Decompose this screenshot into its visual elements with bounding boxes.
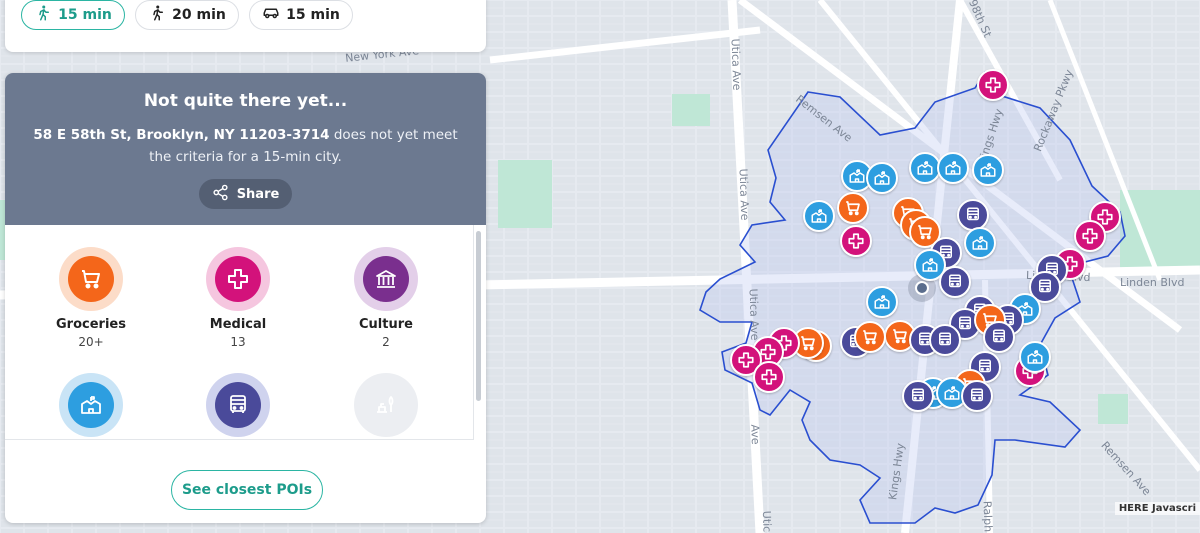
transit-poi-marker[interactable]	[939, 266, 971, 298]
street-label: Utica Ave	[728, 38, 744, 91]
transit-poi-marker[interactable]	[929, 324, 961, 356]
park-area	[498, 160, 552, 228]
category-icon-ring	[59, 247, 123, 311]
category-count: 13	[230, 335, 246, 349]
result-header: Not quite there yet... 58 E 58th St, Bro…	[5, 73, 486, 225]
share-label: Share	[236, 186, 280, 202]
isoline-area	[699, 71, 1126, 524]
category-count: 2	[382, 335, 390, 349]
street-label: Utica Ave	[736, 168, 752, 221]
transit-poi-marker[interactable]	[961, 380, 993, 412]
mode-walk-15-button[interactable]: 15 min	[21, 0, 125, 30]
see-closest-pois-button[interactable]: See closest POIs	[171, 470, 323, 510]
category-grid: Groceries 20+ Medical 13 Culture 2	[5, 225, 474, 440]
leisure-icon	[363, 382, 409, 428]
category-label: Culture	[359, 317, 413, 332]
share-icon	[212, 184, 229, 205]
car-icon	[262, 4, 280, 26]
location-marker[interactable]	[915, 281, 929, 295]
mode-label: 15 min	[286, 7, 340, 23]
education-poi-marker[interactable]	[937, 152, 969, 184]
cart-icon	[68, 256, 114, 302]
medical-poi-marker[interactable]	[840, 225, 872, 257]
grocery-poi-marker[interactable]	[854, 321, 886, 353]
medical-poi-marker[interactable]	[753, 361, 785, 393]
map-attribution: HERE Javascri	[1114, 502, 1200, 515]
category-icon-ring	[59, 373, 123, 437]
result-panel: Not quite there yet... 58 E 58th St, Bro…	[5, 73, 486, 523]
medical-cross-icon	[215, 256, 261, 302]
street-label: Ave	[748, 424, 762, 445]
category-label: Groceries	[56, 317, 126, 332]
result-title: Not quite there yet...	[143, 91, 348, 111]
category-leisure[interactable]	[326, 373, 446, 439]
grocery-poi-marker[interactable]	[837, 192, 869, 224]
category-icon-ring	[354, 373, 418, 437]
mode-label: 15 min	[58, 7, 112, 23]
transit-poi-marker[interactable]	[957, 199, 989, 231]
street-label: Utic	[759, 510, 774, 533]
category-groceries[interactable]: Groceries 20+	[31, 247, 151, 349]
mode-walk-20-button[interactable]: 20 min	[135, 0, 239, 30]
address-text: 58 E 58th St, Brooklyn, NY 11203-3714	[33, 127, 330, 143]
category-education[interactable]	[31, 373, 151, 439]
education-poi-marker[interactable]	[1019, 341, 1051, 373]
result-message-text: does not yet meet the criteria for a 15-…	[149, 127, 458, 165]
education-poi-marker[interactable]	[866, 286, 898, 318]
category-culture[interactable]: Culture 2	[326, 247, 446, 349]
transit-poi-marker[interactable]	[983, 321, 1015, 353]
category-transit[interactable]	[178, 373, 298, 439]
education-poi-marker[interactable]	[964, 227, 996, 259]
category-icon-ring	[354, 247, 418, 311]
education-poi-marker[interactable]	[803, 200, 835, 232]
street-label: Utica Ave	[746, 288, 762, 341]
mode-label: 20 min	[172, 7, 226, 23]
category-icon-ring	[206, 373, 270, 437]
share-button[interactable]: Share	[199, 179, 292, 209]
category-scrollbar-thumb[interactable]	[476, 231, 481, 401]
category-icon-ring	[206, 247, 270, 311]
park-area	[1120, 190, 1200, 270]
school-icon	[68, 382, 114, 428]
park-area	[672, 94, 710, 126]
medical-poi-marker[interactable]	[1074, 220, 1106, 252]
category-count: 20+	[78, 335, 104, 349]
transit-poi-marker[interactable]	[902, 380, 934, 412]
education-poi-marker[interactable]	[972, 154, 1004, 186]
transit-poi-marker[interactable]	[909, 324, 941, 356]
travel-mode-card: 15 min 20 min 15 min	[5, 0, 486, 52]
street-label: Ralph	[980, 500, 995, 533]
street-label: Linden Blvd	[1120, 276, 1185, 289]
bus-icon	[215, 382, 261, 428]
walking-icon	[148, 4, 166, 26]
category-label: Medical	[209, 317, 267, 332]
result-message: 58 E 58th St, Brooklyn, NY 11203-3714 do…	[25, 124, 466, 168]
education-poi-marker[interactable]	[866, 162, 898, 194]
park-area	[1098, 394, 1128, 424]
category-medical[interactable]: Medical 13	[178, 247, 298, 349]
museum-icon	[363, 256, 409, 302]
walking-icon	[34, 4, 52, 26]
medical-poi-marker[interactable]	[977, 69, 1009, 101]
mode-car-15-button[interactable]: 15 min	[249, 0, 353, 30]
